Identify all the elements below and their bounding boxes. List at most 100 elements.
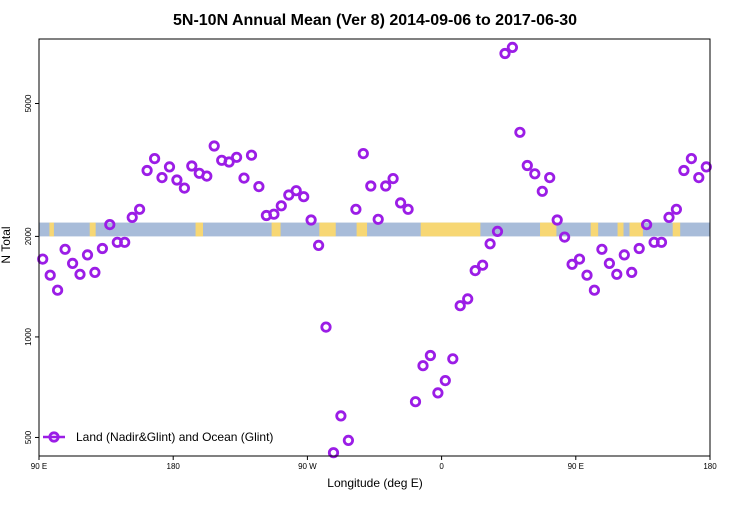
land-segment [672,222,681,237]
data-point [59,243,71,255]
data-point [402,203,414,215]
data-point [275,200,287,212]
data-point [335,410,347,422]
data-point [186,160,198,172]
data-point [544,172,556,184]
land-layer [49,222,681,237]
data-point [596,243,608,255]
data-point [81,249,94,261]
data-point [611,268,623,280]
data-point [529,168,541,180]
x-tick-label: 180 [703,462,717,471]
data-point [491,225,504,237]
data-point [327,447,340,459]
data-point [469,264,481,277]
data-point [350,203,362,215]
data-point [603,257,616,269]
data-point [536,185,548,197]
data-point [409,396,422,408]
chart-title: 5N-10N Annual Mean (Ver 8) 2014-09-06 to… [173,12,577,29]
plot-frame [38,38,711,457]
x-tick-label: 0 [439,462,444,471]
x-axis: 90 E 180 90 W 0 90 E 180 [31,456,717,471]
y-axis: 500 1000 2000 5000 [24,94,39,444]
data-point [290,185,302,197]
data-point [476,259,489,271]
land-segment [540,222,557,237]
data-point [163,161,176,173]
data-point [506,41,519,54]
data-point [253,181,265,193]
data-point [394,197,407,209]
data-point [37,253,49,265]
data-point [208,140,220,152]
data-point [514,126,526,138]
data-point [685,153,698,165]
data-point [119,236,131,248]
data-point [312,239,325,251]
x-tick-label: 90 W [298,462,317,471]
data-point [693,172,705,184]
x-tick-label: 90 E [568,462,584,471]
land-segment [420,222,481,237]
x-axis-label: Longitude (deg E) [327,476,422,490]
points-layer [37,41,712,459]
data-point [618,249,630,261]
y-tick-label: 500 [24,430,33,444]
data-point [633,242,645,255]
land-segment [356,222,368,237]
data-point [640,219,653,231]
x-tick-label: 90 E [31,462,47,471]
data-point [462,293,474,305]
data-point [670,203,683,215]
data-point [417,360,429,372]
data-point [320,321,332,333]
data-point [380,180,392,192]
data-point [245,149,258,161]
data-point [626,266,638,278]
data-point [573,253,586,265]
data-point [67,257,79,269]
data-point [551,214,563,226]
data-point [89,266,101,278]
x-tick-label: 180 [167,462,181,471]
data-point [439,374,451,387]
ocean-band [39,222,710,237]
data-point [484,238,496,250]
data-point [655,236,668,248]
data-point [223,156,235,168]
y-tick-label: 1000 [24,327,33,345]
data-point [663,211,675,223]
data-point [357,148,369,160]
band-layer [39,222,710,237]
data-point [372,213,384,225]
data-point [447,353,459,365]
data-point [96,242,109,255]
data-point [141,164,153,177]
data-point [178,182,190,194]
land-segment [590,222,599,237]
data-point [387,173,399,185]
legend: Land (Nadir&Glint) and Ocean (Glint) [43,430,273,444]
data-point [171,174,183,186]
land-segment [617,222,624,237]
data-point [588,284,601,296]
data-point [581,269,593,281]
data-point [566,258,578,270]
data-point [365,180,377,192]
y-tick-label: 2000 [24,227,33,245]
land-segment [319,222,336,237]
data-point [104,219,116,231]
data-point [201,170,213,182]
data-point [268,208,280,220]
land-segment [271,222,281,237]
data-point [342,434,354,446]
data-point [149,153,161,165]
legend-label: Land (Nadir&Glint) and Ocean (Glint) [76,430,273,444]
data-point [134,203,146,215]
land-segment [629,222,643,237]
legend-marker-icon [48,431,60,443]
data-point [432,387,444,399]
y-axis-label: N Total [0,226,13,263]
